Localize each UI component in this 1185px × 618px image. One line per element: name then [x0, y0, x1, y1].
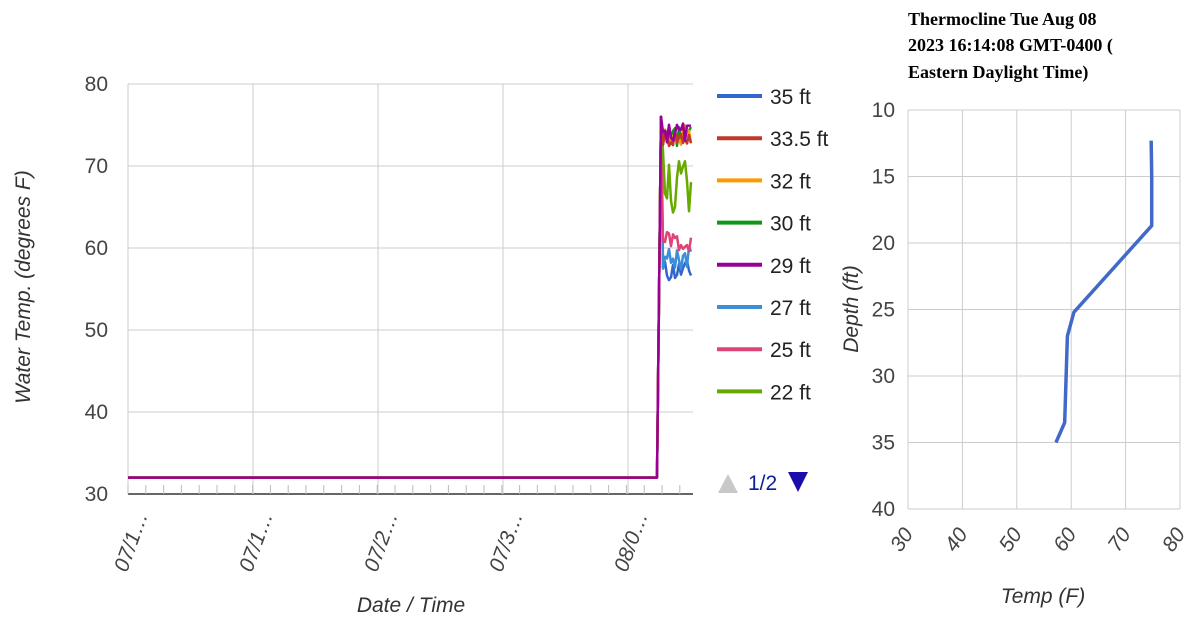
thermocline-y-ticks: 10 15 20 25 30 35 40	[872, 99, 895, 521]
legend-pager: 1/2	[718, 472, 808, 495]
thermocline-x-ticks: 30 40 50 60 70 80	[886, 523, 1185, 556]
temp-chart-series-lines	[128, 115, 693, 479]
temp-chart-x-tick-label: 08/0…	[610, 509, 653, 575]
thermocline-y-tick-label: 30	[872, 365, 895, 388]
legend-label: 32 ft	[770, 170, 811, 193]
triangle-up-icon[interactable]	[718, 474, 738, 493]
thermocline-y-axis-label: Depth (ft)	[840, 265, 863, 353]
thermocline-y-tick-label: 10	[872, 99, 895, 122]
temp-chart-x-ticks: 07/1… 07/1… 07/2… 07/3… 08/0…	[110, 509, 653, 575]
thermocline-y-tick-label: 35	[872, 432, 895, 455]
thermocline-y-tick-label: 25	[872, 299, 895, 322]
temp-series-line	[128, 115, 693, 479]
thermocline-x-tick-label: 40	[940, 523, 972, 556]
thermocline-y-tick-label: 20	[872, 232, 895, 255]
temp-series-line	[128, 115, 693, 479]
temp-chart-y-ticks: 30 40 50 60 70 80	[85, 73, 108, 506]
temp-chart-gridlines	[127, 83, 693, 495]
thermocline-profile-line	[1054, 140, 1154, 444]
thermocline-title-line-1: Thermocline Tue Aug 08	[908, 9, 1097, 29]
thermocline-x-tick-label: 30	[886, 523, 918, 556]
thermocline-title-line-2: 2023 16:14:08 GMT-0400 (	[908, 35, 1113, 56]
thermocline-x-tick-label: 50	[995, 523, 1027, 556]
temp-series-line	[128, 115, 693, 479]
temp-chart-y-tick-label: 60	[85, 237, 108, 260]
temp-chart-x-axis-label: Date / Time	[357, 594, 465, 617]
temp-series-line	[128, 115, 692, 479]
thermocline-y-tick-label: 40	[872, 498, 895, 521]
legend-label: 35 ft	[770, 86, 811, 109]
thermocline-x-axis-label: Temp (F)	[1001, 585, 1085, 608]
thermocline-x-tick-label: 80	[1158, 523, 1185, 556]
thermocline-series-line	[1054, 140, 1154, 444]
temp-chart-x-tick-label: 07/2…	[360, 509, 403, 575]
temp-chart-minor-ticks	[127, 485, 681, 494]
temp-series-line	[128, 115, 693, 479]
temp-chart-legend: 35 ft 33.5 ft 32 ft 30 ft 29 ft 27 ft 25 ft 22 …	[717, 86, 829, 404]
temp-chart-y-tick-label: 80	[85, 73, 108, 96]
temp-series-line	[128, 115, 693, 479]
legend-label: 27 ft	[770, 297, 811, 320]
temp-chart-x-tick-label: 07/1…	[235, 509, 278, 575]
thermocline-title-line-3: Eastern Daylight Time)	[908, 62, 1088, 83]
thermocline-y-tick-label: 15	[872, 166, 895, 189]
thermocline-gridlines	[907, 109, 1181, 510]
thermocline-x-tick-label: 60	[1049, 523, 1081, 556]
temp-chart-x-tick-label: 07/1…	[110, 509, 153, 575]
legend-label: 30 ft	[770, 213, 811, 236]
legend-label: 25 ft	[770, 339, 811, 362]
temp-chart-x-tick-label: 07/3…	[485, 509, 528, 575]
temp-chart-y-tick-label: 50	[85, 319, 108, 342]
legend-label: 29 ft	[770, 255, 811, 278]
temp-series-line	[128, 115, 693, 479]
legend-page-indicator: 1/2	[748, 472, 777, 495]
legend-label: 33.5 ft	[770, 128, 829, 151]
temp-series-line	[128, 115, 693, 479]
triangle-down-icon[interactable]	[788, 472, 808, 492]
temp-chart-y-axis-label: Water Temp. (degrees F)	[12, 170, 35, 403]
temp-chart-y-tick-label: 30	[85, 483, 108, 506]
temp-chart-y-tick-label: 40	[85, 401, 108, 424]
legend-label: 22 ft	[770, 381, 811, 404]
temp-chart-y-tick-label: 70	[85, 155, 108, 178]
thermocline-x-tick-label: 70	[1103, 523, 1135, 556]
